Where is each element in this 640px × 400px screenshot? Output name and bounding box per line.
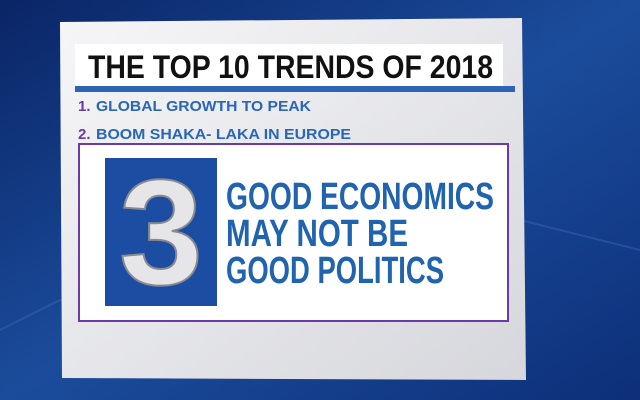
item-text: BOOM SHAKA- LAKA IN EUROPE — [96, 126, 351, 143]
item-number: 2. — [78, 126, 91, 143]
headline-line: GOOD ECONOMICS — [226, 176, 494, 218]
headline-line: MAY NOT BE — [226, 213, 408, 255]
title-bar — [75, 44, 503, 86]
item-number: 1. — [78, 98, 91, 115]
title: THE TOP 10 TRENDS OF 2018 — [88, 49, 493, 85]
number-badge — [105, 158, 217, 306]
featured-number: 3 — [119, 148, 203, 316]
headline-line: GOOD POLITICS — [226, 250, 444, 292]
title-stripe — [75, 86, 515, 92]
item-text: GLOBAL GROWTH TO PEAK — [96, 98, 311, 115]
